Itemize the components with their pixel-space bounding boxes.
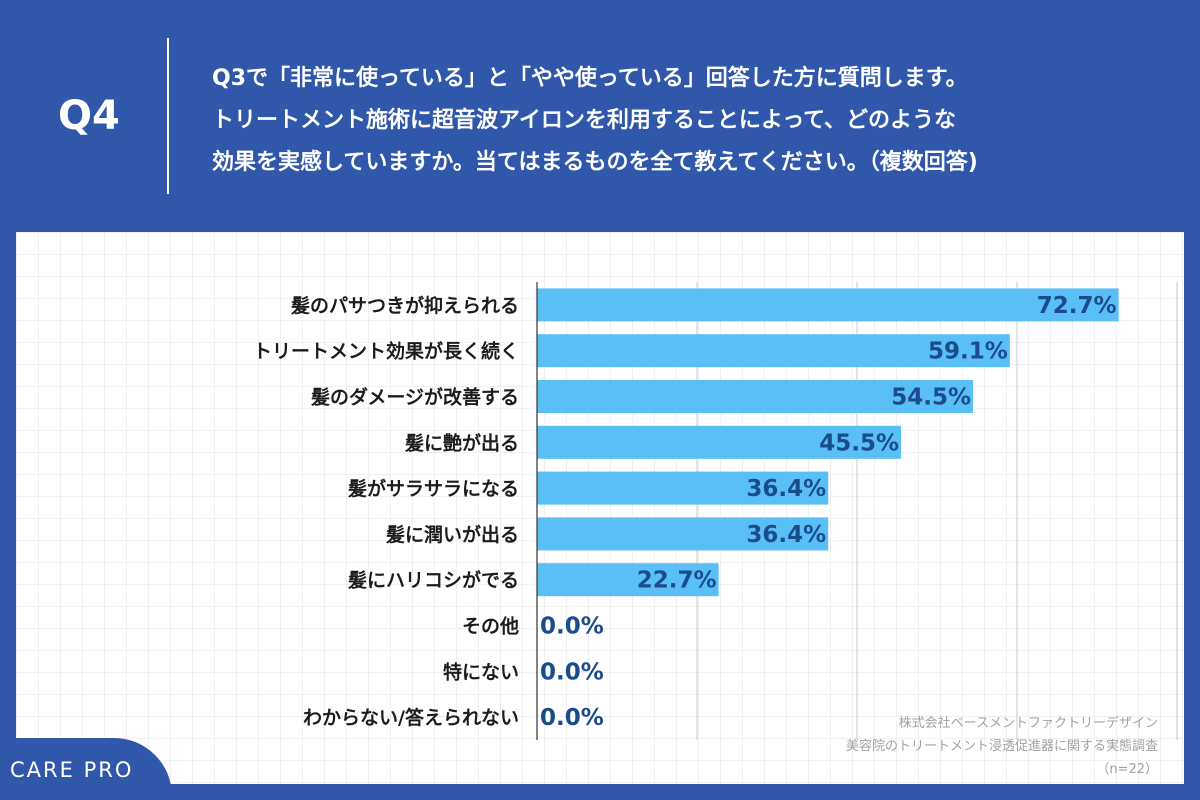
bar xyxy=(537,471,829,505)
question-number: Q4 xyxy=(58,93,120,139)
value-label: 54.5% xyxy=(891,385,971,411)
header: Q4 Q3で「非常に使っている」と「やや使っている」回答した方に質問します。 ト… xyxy=(0,0,1200,232)
value-label: 0.0% xyxy=(540,705,604,731)
bar xyxy=(537,425,901,459)
category-label: わからない/答えられない xyxy=(303,706,519,729)
category-label: 髪がサラサラになる xyxy=(347,477,519,500)
category-label: その他 xyxy=(462,615,519,638)
bar xyxy=(537,288,1119,322)
value-label: 72.7% xyxy=(1037,293,1117,319)
value-label: 22.7% xyxy=(637,568,717,594)
footnote: 株式会社ベースメントファクトリーデザイン 美容院のトリートメント浸透促進器に関す… xyxy=(846,712,1158,781)
category-label: 髪にハリコシがでる xyxy=(347,569,519,592)
brand-logo: CARE PRO xyxy=(0,738,172,800)
value-label: 45.5% xyxy=(819,430,899,456)
bar xyxy=(537,334,1010,368)
question-text: Q3で「非常に使っている」と「やや使っている」回答した方に質問します。 トリート… xyxy=(212,58,1182,184)
value-label: 36.4% xyxy=(746,522,826,548)
bar xyxy=(537,563,719,597)
bar xyxy=(537,517,829,551)
footnote-line: （n=22） xyxy=(1096,762,1158,777)
category-label: 髪に艶が出る xyxy=(404,431,519,454)
value-label: 0.0% xyxy=(540,659,604,685)
brand-name: CARE PRO xyxy=(10,758,134,782)
category-label: 髪のダメージが改善する xyxy=(310,386,519,409)
bar-chart: 髪のパサつきが抑えられる 72.7% トリートメント効果が長く続く 59.1% 髪のダメ… xyxy=(253,282,1178,740)
question-line: Q3で「非常に使っている」と「やや使っている」回答した方に質問します。 xyxy=(212,66,968,91)
category-label: 髪のパサつきが抑えられる xyxy=(290,294,519,317)
category-label: 髪に潤いが出る xyxy=(385,523,519,546)
category-label: トリートメント効果が長く続く xyxy=(253,340,519,363)
footnote-line: 美容院のトリートメント浸透促進器に関する実態調査 xyxy=(845,739,1158,754)
value-label: 0.0% xyxy=(540,614,604,640)
question-line: 効果を実感していますか。当てはまるものを全て教えてください。（複数回答) xyxy=(212,150,978,175)
question-line: トリートメント施術に超音波アイロンを利用することによって、どのような xyxy=(212,108,957,133)
value-label: 59.1% xyxy=(928,339,1008,365)
value-label: 36.4% xyxy=(746,476,826,502)
header-divider xyxy=(167,38,169,194)
category-label: 特にない xyxy=(443,661,519,683)
footnote-line: 株式会社ベースメントファクトリーデザイン xyxy=(898,716,1158,731)
chart-panel: 髪のパサつきが抑えられる 72.7% トリートメント効果が長く続く 59.1% 髪のダメ… xyxy=(16,232,1184,784)
bar xyxy=(537,380,973,413)
